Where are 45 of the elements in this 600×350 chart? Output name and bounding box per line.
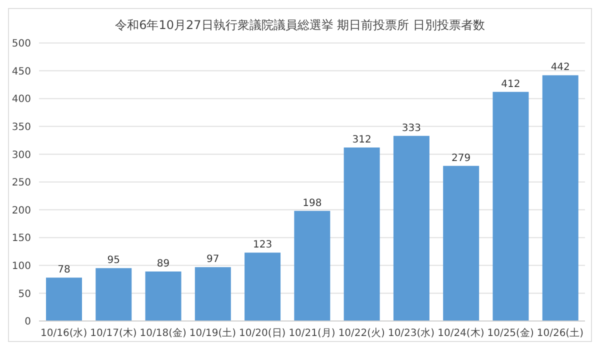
y-tick-label: 300 bbox=[12, 150, 31, 161]
x-tick-label: 10/18(金) bbox=[140, 327, 186, 340]
bar bbox=[294, 210, 330, 321]
bar bbox=[492, 92, 529, 321]
x-tick-label: 10/17(木) bbox=[90, 327, 137, 340]
chart-title: 令和6年10月27日執行衆議院議員総選挙 期日前投票所 日別投票者数 bbox=[114, 17, 486, 34]
bar bbox=[542, 75, 578, 321]
x-tick-label: 10/25(金) bbox=[487, 327, 534, 340]
bar bbox=[244, 252, 281, 321]
data-label: 89 bbox=[156, 258, 170, 270]
bar bbox=[194, 267, 231, 321]
data-label: 97 bbox=[206, 254, 220, 266]
y-tick-label: 200 bbox=[12, 205, 31, 216]
bar bbox=[96, 268, 132, 321]
bar bbox=[145, 272, 182, 321]
x-tick-label: 10/22(火) bbox=[338, 327, 386, 340]
y-tick-label: 0 bbox=[24, 316, 31, 328]
x-tick-label: 10/16(水) bbox=[40, 327, 88, 340]
data-label: 279 bbox=[452, 152, 471, 164]
y-tick-label: 250 bbox=[12, 178, 31, 189]
data-label: 198 bbox=[302, 198, 322, 209]
y-tick-label: 150 bbox=[12, 233, 31, 244]
data-label: 442 bbox=[550, 62, 570, 74]
x-tick-label: 10/19(土) bbox=[189, 327, 236, 340]
data-label: 78 bbox=[58, 264, 70, 276]
data-label: 95 bbox=[107, 255, 120, 266]
bar bbox=[393, 136, 430, 321]
data-label: 123 bbox=[253, 240, 272, 251]
data-label: 312 bbox=[352, 134, 372, 146]
y-tick-label: 350 bbox=[12, 122, 31, 133]
y-tick-label: 400 bbox=[12, 94, 31, 106]
x-tick-label: 10/21(月) bbox=[288, 328, 336, 340]
bar bbox=[344, 148, 380, 321]
bar bbox=[443, 166, 480, 321]
bar bbox=[46, 278, 82, 321]
x-tick-label: 10/23(水) bbox=[388, 327, 435, 340]
y-tick-label: 50 bbox=[18, 288, 31, 300]
x-tick-label: 10/20(日) bbox=[239, 328, 286, 340]
y-tick-label: 450 bbox=[12, 66, 31, 78]
data-label: 333 bbox=[402, 122, 421, 134]
data-label: 412 bbox=[501, 78, 520, 90]
x-tick-label: 10/24(木) bbox=[438, 327, 484, 340]
x-tick-label: 10/26(土) bbox=[536, 327, 584, 340]
y-tick-label: 500 bbox=[12, 38, 31, 50]
y-tick-label: 100 bbox=[12, 260, 31, 272]
